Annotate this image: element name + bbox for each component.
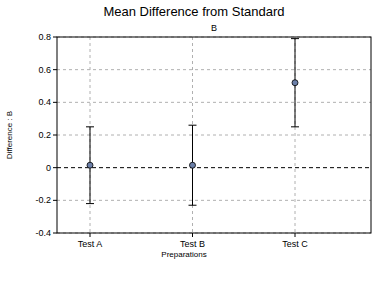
x-tick [192, 233, 193, 237]
x-tick [295, 233, 296, 237]
background [0, 0, 388, 292]
y-tick-label: 0.8 [38, 32, 51, 42]
y-axis-label: Difference : B [5, 111, 14, 159]
y-tick-label: -0.2 [35, 195, 51, 205]
y-tick-label: 0.4 [38, 97, 51, 107]
x-axis-label: Preparations [161, 250, 206, 259]
y-tick [53, 135, 57, 136]
mean-point [292, 80, 298, 86]
x-tick-label: Test B [180, 239, 205, 249]
y-tick [53, 200, 57, 201]
y-tick [53, 37, 57, 38]
title: Mean Difference from Standard [103, 4, 284, 19]
y-tick [53, 102, 57, 103]
grid-line [57, 102, 371, 103]
x-tick [90, 233, 91, 237]
grid-line [57, 135, 371, 136]
chart-root: Mean Difference from Standard B -0.4 -0.2 0 0… [0, 0, 388, 292]
error-cap [189, 205, 197, 206]
error-cap [291, 38, 299, 39]
grid-line [57, 200, 371, 201]
x-tick-label: Test A [78, 239, 103, 249]
y-tick-label: 0 [46, 163, 51, 173]
grid-line-x [295, 37, 296, 233]
chart-svg: Mean Difference from Standard B -0.4 -0.2 0 0… [0, 0, 388, 292]
mean-point [190, 162, 196, 168]
error-cap [189, 125, 197, 126]
y-tick [53, 69, 57, 70]
y-tick [53, 233, 57, 234]
plot-frame [57, 37, 371, 233]
y-tick [53, 167, 57, 168]
error-cap [291, 126, 299, 127]
y-tick-label: 0.6 [38, 65, 51, 75]
subtitle: B [211, 23, 217, 33]
y-tick-label: 0.2 [38, 130, 51, 140]
error-cap [86, 203, 94, 204]
grid-line [57, 167, 371, 168]
marks [86, 39, 299, 206]
grid-line [57, 69, 371, 70]
error-cap [86, 126, 94, 127]
grid-line-x [192, 37, 193, 233]
x-tick-label: Test C [282, 239, 308, 249]
y-tick-label: -0.4 [35, 228, 51, 238]
mean-point [87, 162, 93, 168]
